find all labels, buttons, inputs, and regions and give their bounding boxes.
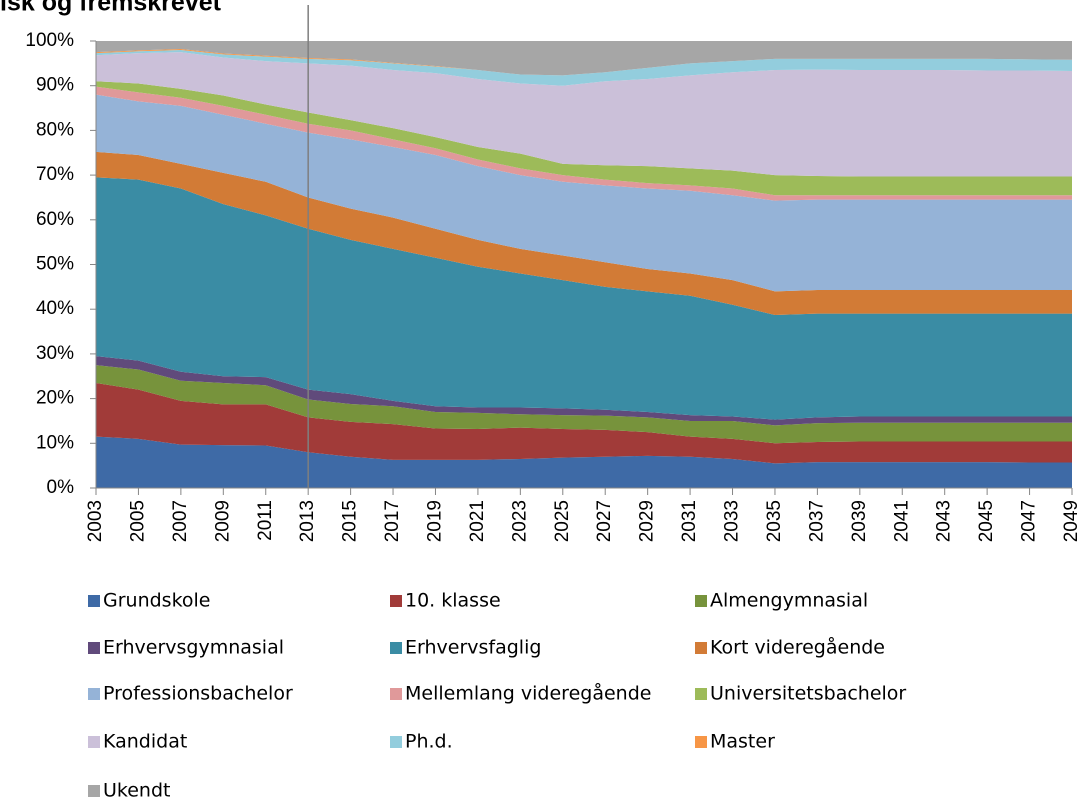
area [96,382,1072,464]
legend-swatch [88,642,100,654]
legend-label: Universitetsbachelor [710,683,906,705]
y-tick-label: 10% [36,432,74,453]
legend-label: Grundskole [103,590,211,612]
legend-label: Master [710,731,775,753]
x-tick-label: 2041 [891,500,912,542]
legend-label: Professionsbachelor [103,683,293,705]
legend-swatch [390,688,402,700]
legend-label: Kort videregående [710,636,885,659]
x-tick-label: 2003 [85,500,106,542]
x-tick-label: 2047 [1019,500,1040,542]
y-tick-label: 0% [47,477,75,498]
legend-swatch [390,736,402,748]
legend-item: Erhvervsfaglig [390,637,541,659]
y-tick-label: 100% [25,30,74,51]
y-tick-label: 90% [36,75,74,96]
legend-item: Almengymnasial [695,590,868,612]
x-tick-label: 2031 [679,500,700,542]
area [96,356,1072,426]
x-tick-label: 2035 [764,500,785,542]
legend-swatch [88,688,100,700]
y-tick-label: 20% [36,388,74,409]
x-tick-label: 2049 [1061,500,1082,542]
x-tick-label: 2011 [255,500,276,541]
x-tick-label: 2005 [127,500,148,542]
legend-swatch [88,736,100,748]
area [96,151,1072,316]
legend-item: Grundskole [88,590,211,612]
x-tick-label: 2019 [424,500,445,542]
chart-title: isk og fremskrevet [0,0,222,17]
x-tick-label: 2033 [722,500,743,542]
legend-label: Ukendt [103,780,170,801]
legend-item: Mellemlang videregående [390,682,651,705]
legend-swatch [88,595,100,607]
legend-swatch [390,642,402,654]
legend-item: Kandidat [88,731,187,753]
legend-label: Erhvervsfaglig [405,637,541,659]
x-tick-label: 2015 [340,500,361,542]
area [96,177,1072,420]
x-tick-label: 2043 [934,500,955,542]
legend-label: Erhvervsgymnasial [103,637,284,659]
y-tick-label: 80% [36,119,74,140]
legend-swatch [695,642,707,654]
x-tick-label: 2021 [467,500,488,542]
x-tick-label: 2007 [170,500,191,542]
x-tick-label: 2009 [212,500,233,542]
area [96,81,1072,196]
legend-item: Erhvervsgymnasial [88,637,284,659]
area [96,52,1072,177]
legend-swatch [695,688,707,700]
legend-swatch [88,785,100,797]
x-tick-label: 2029 [637,500,658,542]
x-tick-label: 2037 [806,500,827,542]
legend-item: 10. klasse [390,590,501,612]
legend-swatch [695,595,707,607]
legend-label: Almengymnasial [710,590,868,612]
legend-item: Master [695,731,775,753]
legend-item: Ph.d. [390,731,453,753]
area [96,436,1072,488]
legend-label: Ph.d. [405,731,453,753]
legend-item: Kort videregående [695,636,885,659]
legend-label: Mellemlang videregående [405,682,651,705]
y-tick-label: 50% [36,254,74,275]
x-tick-label: 2013 [297,500,318,542]
area [96,365,1072,444]
legend-item: Universitetsbachelor [695,683,906,705]
x-tick-label: 2045 [976,500,997,542]
x-tick-label: 2017 [382,500,403,542]
area [96,86,1072,201]
legend-item: Professionsbachelor [88,683,293,705]
legend-label: Kandidat [103,731,187,753]
x-tick-label: 2039 [849,500,870,542]
area [96,41,1072,76]
x-tick-label: 2025 [552,500,573,542]
y-tick-label: 30% [36,343,74,364]
x-tick-label: 2027 [594,500,615,542]
area [96,49,1072,86]
legend-item: Ukendt [88,780,170,801]
legend-swatch [390,595,402,607]
legend-swatch [695,736,707,748]
y-tick-label: 70% [36,164,74,185]
y-tick-label: 60% [36,209,74,230]
legend-label: 10. klasse [405,590,501,612]
y-tick-label: 40% [36,298,74,319]
area [96,94,1072,292]
x-tick-label: 2023 [509,500,530,542]
